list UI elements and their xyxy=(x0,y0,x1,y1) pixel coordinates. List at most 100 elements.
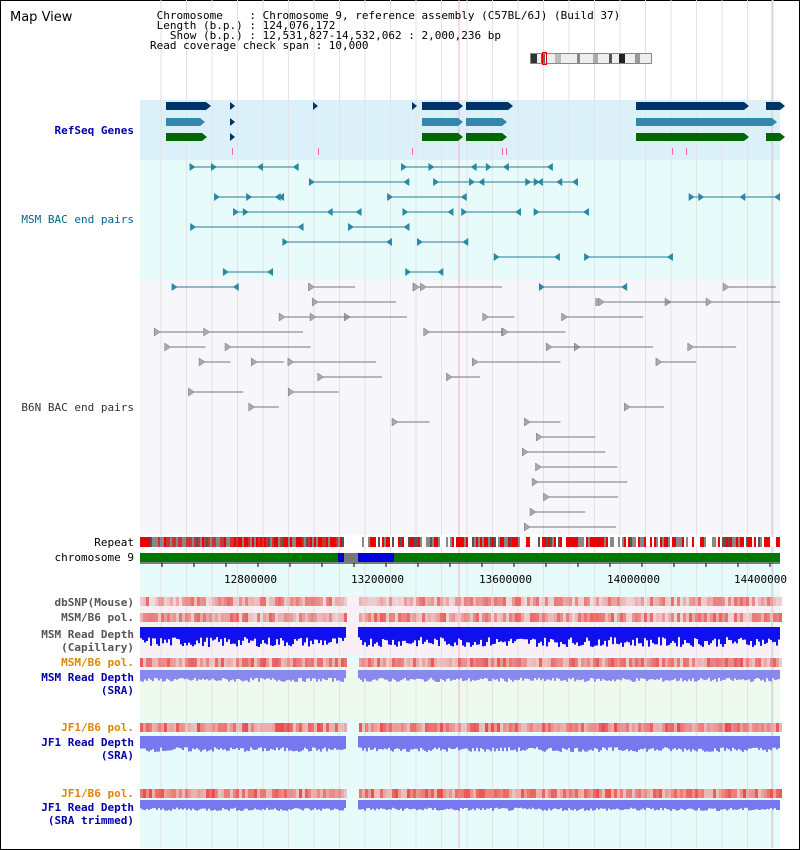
axis-tick-label: 12800000 xyxy=(224,573,277,586)
repeat-feature xyxy=(638,537,640,547)
depth-bar xyxy=(326,627,328,645)
heat-cell xyxy=(212,723,215,732)
depth-bar xyxy=(228,627,230,640)
heat-cell xyxy=(536,789,539,798)
depth-bar xyxy=(466,736,468,749)
bac-end-marker xyxy=(655,357,663,367)
heat-cell xyxy=(755,597,758,606)
depth-bar xyxy=(682,736,684,752)
depth-bar xyxy=(724,670,726,680)
repeat-feature xyxy=(462,537,464,547)
heat-cell xyxy=(383,597,386,606)
bac-end-marker xyxy=(248,402,256,412)
repeat-feature xyxy=(702,537,704,547)
heat-cell xyxy=(188,597,191,606)
depth-bar xyxy=(632,670,634,682)
heat-cell xyxy=(740,613,743,622)
heat-cell xyxy=(638,789,641,798)
depth-bar xyxy=(434,800,436,809)
heat-cell xyxy=(752,723,755,732)
bac-end-marker xyxy=(493,253,500,261)
repeat-feature xyxy=(502,537,504,547)
depth-bar xyxy=(660,736,662,751)
depth-bar xyxy=(724,800,726,809)
repeat-feature xyxy=(302,537,304,547)
depth-bar xyxy=(174,800,176,810)
depth-bar xyxy=(530,670,532,681)
heat-cell xyxy=(677,723,680,732)
heat-cell xyxy=(470,613,473,622)
depth-bar xyxy=(550,627,552,639)
depth-bar xyxy=(318,627,320,644)
heat-cell xyxy=(203,723,206,732)
depth-bar xyxy=(396,800,398,810)
heat-cell xyxy=(554,789,557,798)
repeat-feature xyxy=(652,537,654,547)
depth-bar xyxy=(768,670,770,681)
depth-bar xyxy=(182,736,184,751)
heat-cell xyxy=(143,789,146,798)
depth-bar xyxy=(470,670,472,682)
depth-bar xyxy=(770,800,772,809)
depth-bar xyxy=(592,670,594,679)
heat-cell xyxy=(272,723,275,732)
heat-cell xyxy=(626,789,629,798)
depth-bar xyxy=(146,736,148,751)
depth-bar xyxy=(364,670,366,679)
depth-bar xyxy=(180,627,182,645)
depth-bar xyxy=(290,670,292,682)
heat-cell xyxy=(203,658,206,667)
depth-bar xyxy=(416,736,418,749)
depth-bar xyxy=(292,627,294,645)
heat-cell xyxy=(572,597,575,606)
heat-cell xyxy=(497,597,500,606)
depth-bar xyxy=(142,627,144,640)
depth-bar xyxy=(588,670,590,681)
depth-bar xyxy=(666,736,668,748)
heat-cell xyxy=(449,789,452,798)
depth-bar xyxy=(720,736,722,748)
heat-cell xyxy=(368,723,371,732)
heat-cell xyxy=(764,613,767,622)
repeat-feature xyxy=(146,537,148,547)
heat-cell xyxy=(224,658,227,667)
depth-bar xyxy=(312,736,314,748)
heat-cell xyxy=(293,789,296,798)
heat-cell xyxy=(317,597,320,606)
repeat-feature xyxy=(682,537,684,547)
depth-bar xyxy=(740,800,742,809)
heat-cell xyxy=(323,613,326,622)
depth-bar xyxy=(232,800,234,809)
depth-bar xyxy=(478,627,480,645)
heat-cell xyxy=(566,789,569,798)
heat-cell xyxy=(533,789,536,798)
heat-cell xyxy=(479,597,482,606)
heat-cell xyxy=(710,723,713,732)
heat-cell xyxy=(290,658,293,667)
heat-cell xyxy=(245,789,248,798)
depth-bar xyxy=(752,627,754,647)
heat-cell xyxy=(560,613,563,622)
heat-cell xyxy=(170,597,173,606)
depth-bar xyxy=(446,736,448,752)
depth-bar xyxy=(738,800,740,810)
chromosome-ideogram[interactable] xyxy=(530,52,652,65)
heat-cell xyxy=(620,613,623,622)
heat-cell xyxy=(452,789,455,798)
depth-bar xyxy=(288,627,290,646)
heat-cell xyxy=(374,789,377,798)
depth-bar xyxy=(712,627,714,641)
depth-bar xyxy=(778,627,780,640)
heat-cell xyxy=(530,613,533,622)
repeat-feature xyxy=(774,537,776,547)
depth-bar xyxy=(170,627,172,646)
chromosome-gap xyxy=(358,553,394,562)
heat-cell xyxy=(476,658,479,667)
depth-bar xyxy=(494,627,496,644)
bac-end-marker xyxy=(164,342,172,352)
depth-bar xyxy=(174,627,176,638)
heat-cell xyxy=(737,658,740,667)
heat-cell xyxy=(185,723,188,732)
repeat-feature xyxy=(468,537,470,547)
